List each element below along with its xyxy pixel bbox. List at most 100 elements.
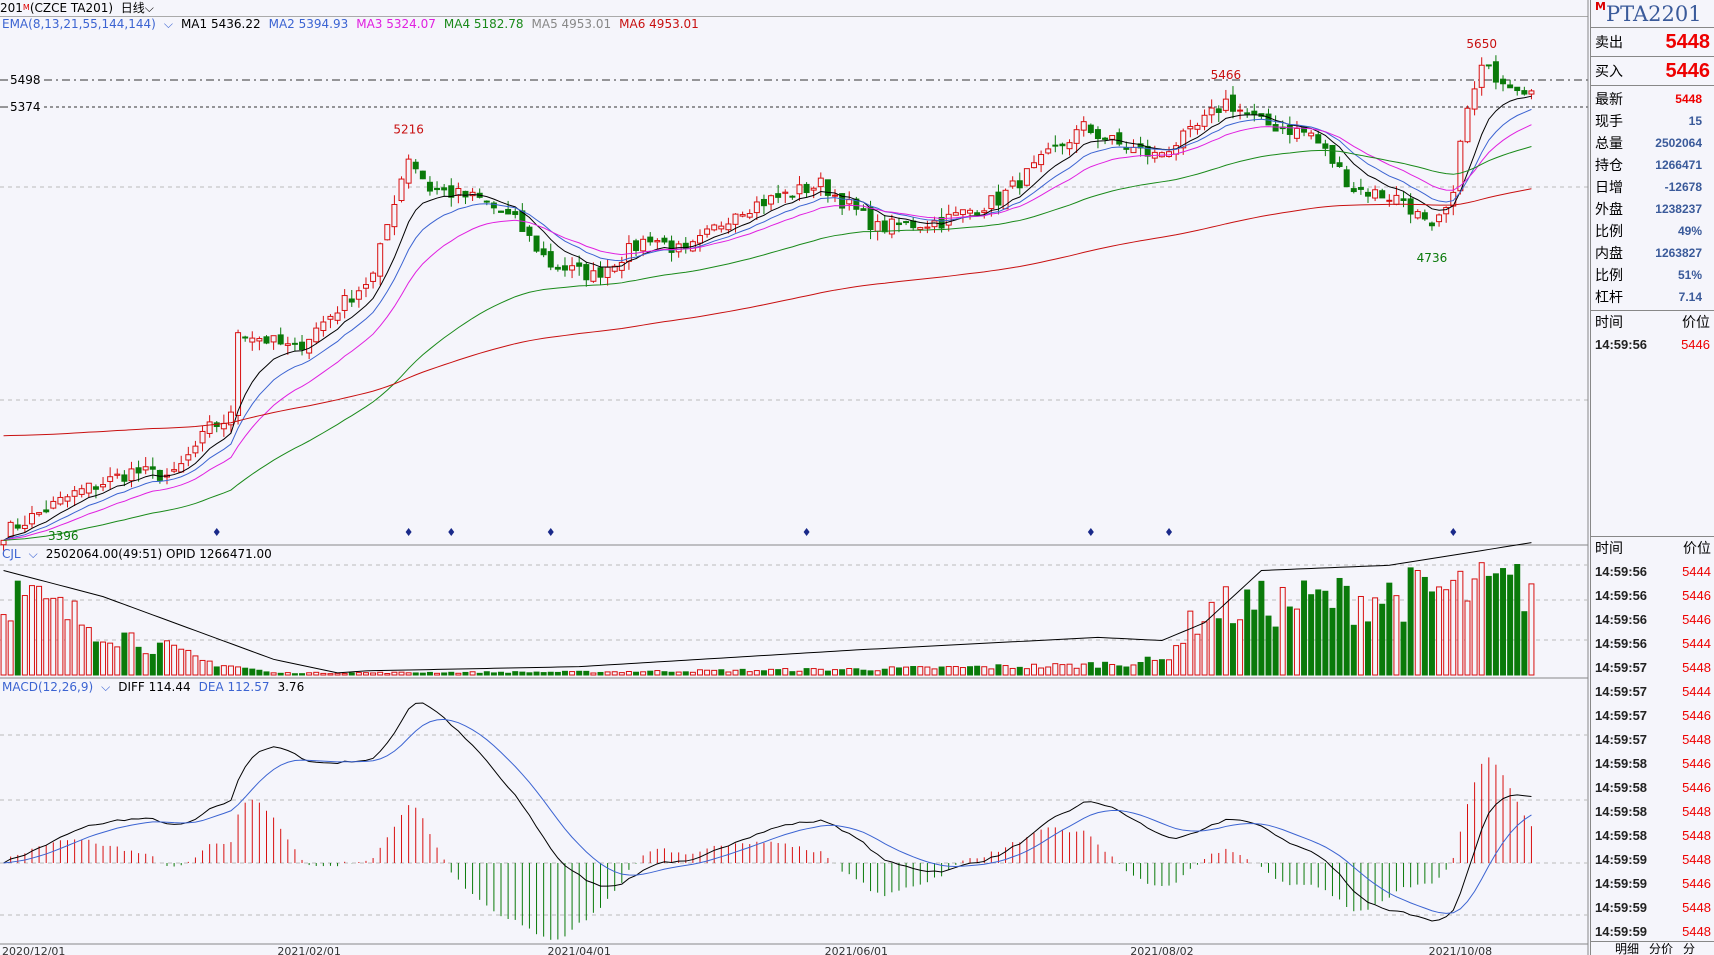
stat-row: 总量 2502064: [1591, 132, 1714, 154]
candle-body: [1322, 143, 1329, 149]
macd-indicator-selector[interactable]: MACD(12,26,9) ⌵: [2, 680, 111, 694]
candle-body: [903, 221, 910, 224]
volume-bar: [974, 665, 981, 676]
candle-body: [1194, 124, 1201, 130]
volume-bar: [1258, 580, 1265, 676]
volume-bar: [398, 671, 405, 676]
tick-row: 14:59:56 5444: [1591, 631, 1714, 655]
candle-body: [974, 212, 981, 216]
candle-body: [78, 488, 85, 495]
candle-body: [931, 220, 938, 228]
candle-body: [718, 225, 725, 230]
candle-body: [1094, 129, 1101, 140]
candle-body: [768, 195, 775, 205]
volume-bar: [505, 672, 512, 676]
volume-bar: [775, 669, 782, 676]
candle-body: [789, 195, 796, 198]
volume-bar: [185, 649, 192, 676]
volume-bar: [839, 669, 846, 676]
volume-bar: [1322, 590, 1329, 676]
candle-body: [967, 209, 974, 214]
candle-body: [14, 524, 21, 529]
volume-bar: [306, 672, 313, 676]
tick-row: 14:59:58 5448: [1591, 799, 1714, 823]
candle-body: [1023, 168, 1030, 186]
candle-body: [1485, 64, 1492, 67]
candle-body: [1229, 94, 1236, 112]
volume-bar: [85, 627, 92, 676]
ema-indicator-selector[interactable]: EMA(8,13,21,55,144,144) ⌵: [2, 17, 173, 31]
volume-bar: [28, 585, 35, 676]
volume-bar: [249, 668, 256, 676]
candle-body: [803, 183, 810, 194]
side-tab[interactable]: 分: [1683, 942, 1696, 955]
extreme-label: 4736: [1417, 251, 1448, 265]
volume-bar: [469, 671, 476, 676]
tick-time: 14:59:59: [1595, 899, 1648, 915]
candle-body: [100, 484, 107, 488]
candle-body: [569, 265, 576, 271]
candle-body: [505, 208, 512, 215]
volume-bar: [220, 665, 227, 676]
candle-body: [320, 321, 327, 332]
signal-diamond-icon: [1166, 528, 1173, 536]
tick-price: 5448: [1682, 899, 1711, 915]
tick-time: 14:59:59: [1595, 875, 1648, 891]
volume-bar: [640, 671, 647, 676]
volume-bar: [1144, 656, 1151, 676]
candle-body: [839, 193, 846, 209]
ma-value: MA3 5324.07: [356, 17, 436, 31]
candle-body: [1109, 135, 1116, 140]
candle-body: [377, 243, 384, 277]
candle-body: [1336, 162, 1343, 168]
volume-bar: [554, 671, 561, 676]
stat-row: 现手 15: [1591, 110, 1714, 132]
volume-bar: [1066, 663, 1073, 676]
candle-body: [462, 190, 469, 198]
candle-body: [434, 187, 441, 191]
volume-bar: [533, 671, 540, 676]
volume-bar: [426, 671, 433, 676]
candle-body: [355, 290, 362, 300]
candle-body: [1379, 190, 1386, 199]
volume-bar: [14, 580, 21, 676]
candle-body: [249, 337, 256, 343]
volume-bar: [675, 671, 682, 676]
volume-indicator-selector[interactable]: CJL ⌵: [2, 547, 38, 561]
volume-bar: [832, 669, 838, 676]
volume-bar: [291, 673, 298, 676]
volume-bar: [1379, 603, 1386, 676]
stat-label: 最新: [1595, 92, 1623, 108]
kline-chart[interactable]: 5498 5374 5216 5466 5650 4736 3396 2020/12/01 20…: [0, 0, 1590, 955]
candle-body: [192, 445, 199, 454]
side-tab[interactable]: 明细: [1615, 942, 1640, 955]
volume-bar: [92, 641, 99, 676]
candle-body: [306, 338, 313, 354]
tick-price: 5446: [1681, 336, 1710, 352]
candle-body: [533, 235, 540, 252]
candle-body: [1372, 189, 1379, 199]
volume-bar: [569, 671, 576, 676]
candle-body: [704, 228, 711, 235]
volume-bar: [689, 671, 696, 676]
period-selector[interactable]: 日线⌵: [121, 1, 154, 15]
stats-list: 最新 5448 现手 15 总量 2502064 持仓 1266471 日增 -12678 外盘 12…: [1591, 86, 1714, 311]
candle-body: [50, 500, 57, 509]
volume-bar: [1244, 589, 1251, 676]
side-tab[interactable]: 分价: [1649, 942, 1674, 955]
tick-row: 14:59:58 5448: [1591, 823, 1714, 847]
candle-body: [1052, 144, 1059, 147]
candle-body: [135, 467, 142, 474]
volume-bar: [1023, 668, 1030, 676]
tick-price: 5446: [1682, 779, 1711, 795]
volume-bar: [1222, 586, 1229, 676]
volume-bar: [1421, 576, 1428, 676]
volume-bar: [1457, 570, 1464, 676]
stat-label: 日增: [1595, 180, 1623, 196]
candle-body: [1073, 129, 1080, 144]
candle-body: [1357, 186, 1364, 190]
volume-bar: [299, 673, 306, 676]
candle-body: [1293, 127, 1300, 139]
sell-quote: 卖出 5448: [1591, 28, 1714, 57]
ticks-header-2: 时间 价位: [1591, 537, 1714, 559]
